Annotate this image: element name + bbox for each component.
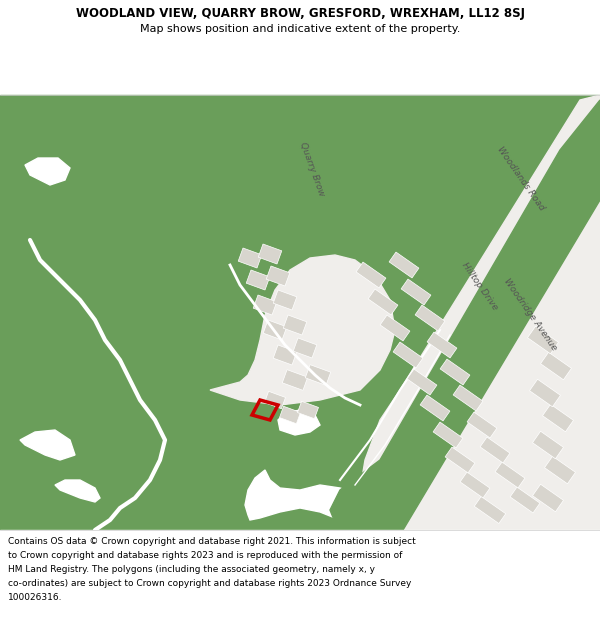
Polygon shape [25,158,70,185]
Bar [541,352,571,380]
Text: Woodridge Avenue: Woodridge Avenue [502,277,559,352]
Bar [453,385,483,411]
Bar [238,248,262,268]
Bar [356,262,386,288]
Text: WOODLAND VIEW, QUARRY BROW, GRESFORD, WREXHAM, LL12 8SJ: WOODLAND VIEW, QUARRY BROW, GRESFORD, WR… [76,6,524,19]
Bar [368,289,398,315]
Bar [280,406,301,424]
Polygon shape [245,470,380,530]
Polygon shape [360,95,600,535]
Polygon shape [278,410,320,435]
Bar [495,462,525,488]
Text: Hilltop Drive: Hilltop Drive [460,261,499,312]
Text: Woodlands Road: Woodlands Road [495,145,546,212]
Bar [258,244,282,264]
Bar [420,395,450,421]
Bar [542,404,574,432]
Bar [407,369,437,395]
Text: HM Land Registry. The polygons (including the associated geometry, namely x, y: HM Land Registry. The polygons (includin… [8,565,375,574]
Polygon shape [20,430,75,460]
Bar [460,472,490,498]
Bar [266,266,290,286]
Bar [527,326,559,354]
Bar [530,379,560,407]
Text: Map shows position and indicative extent of the property.: Map shows position and indicative extent… [140,24,460,34]
Bar [253,295,277,315]
Bar [0,0,600,95]
Bar [415,305,445,331]
Polygon shape [55,480,100,502]
Bar [389,252,419,278]
Bar [510,487,540,513]
Bar [298,401,319,419]
Bar [273,290,297,310]
Text: to Crown copyright and database rights 2023 and is reproduced with the permissio: to Crown copyright and database rights 2… [8,551,403,560]
Bar [533,484,563,512]
Bar [282,369,308,391]
Text: co-ordinates) are subject to Crown copyright and database rights 2023 Ordnance S: co-ordinates) are subject to Crown copyr… [8,579,412,588]
Bar [445,447,475,473]
Polygon shape [210,255,395,405]
Bar [293,338,317,358]
Polygon shape [330,100,600,535]
Text: Contains OS data © Crown copyright and database right 2021. This information is : Contains OS data © Crown copyright and d… [8,537,416,546]
Bar [263,320,287,340]
Bar [440,359,470,385]
Bar [380,315,410,341]
Bar [0,530,600,625]
Bar [393,342,423,368]
Bar [545,456,575,484]
Bar [401,279,431,305]
Bar [0,95,600,530]
Bar [246,270,270,290]
Bar [265,391,286,409]
Bar [427,332,457,358]
Bar [283,315,307,335]
Bar [467,412,497,438]
Bar [433,422,463,448]
Bar [305,364,331,386]
Text: Quarry Brow: Quarry Brow [298,141,326,197]
Text: 100026316.: 100026316. [8,593,62,602]
Bar [480,437,510,463]
Bar [533,431,563,459]
Bar [273,345,297,365]
Bar [474,496,506,524]
